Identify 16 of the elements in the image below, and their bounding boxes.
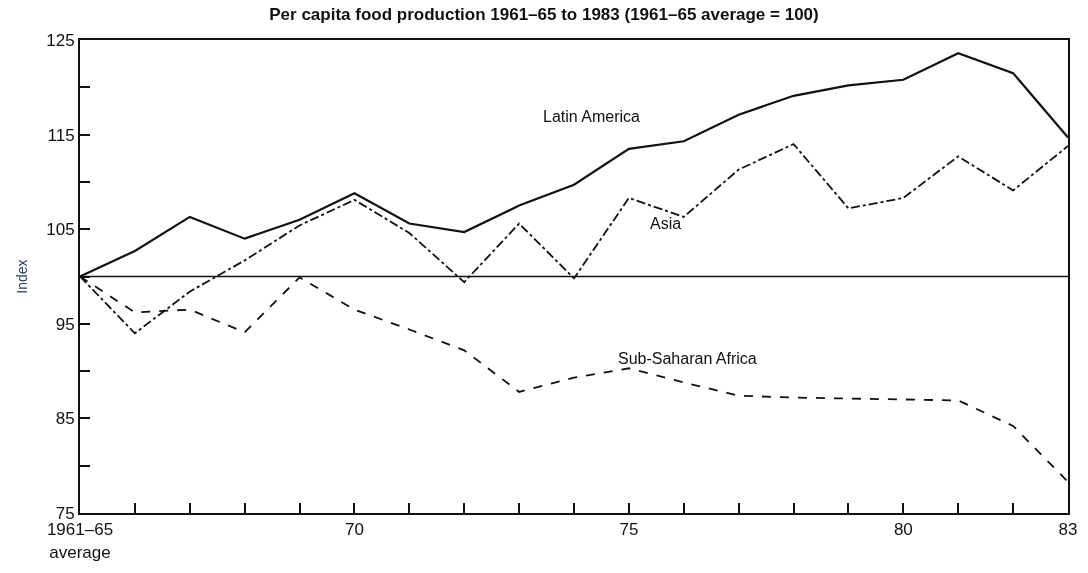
y-axis-title: Index [14,259,31,294]
y-tick-label: 95 [55,314,75,334]
y-tick-label: 125 [46,30,75,50]
series-label: Sub-Saharan Africa [618,350,757,367]
x-tick-label: 1961–65 average [46,520,114,562]
x-tick-label: 80 [893,520,913,540]
series-label: Asia [650,215,682,232]
series-label: Latin America [543,108,641,125]
x-tick-label: 70 [344,520,364,540]
chart-title: Per capita food production 1961–65 to 1983 (1961–65 average = 100) [269,5,819,25]
y-tick-label: 115 [47,125,75,145]
y-tick-label: 75 [55,503,75,523]
x-tick-label: 75 [619,520,639,540]
x-tick-label: 83 [1058,520,1078,540]
y-tick-label: 85 [55,409,75,429]
y-tick-label: 105 [46,220,75,240]
